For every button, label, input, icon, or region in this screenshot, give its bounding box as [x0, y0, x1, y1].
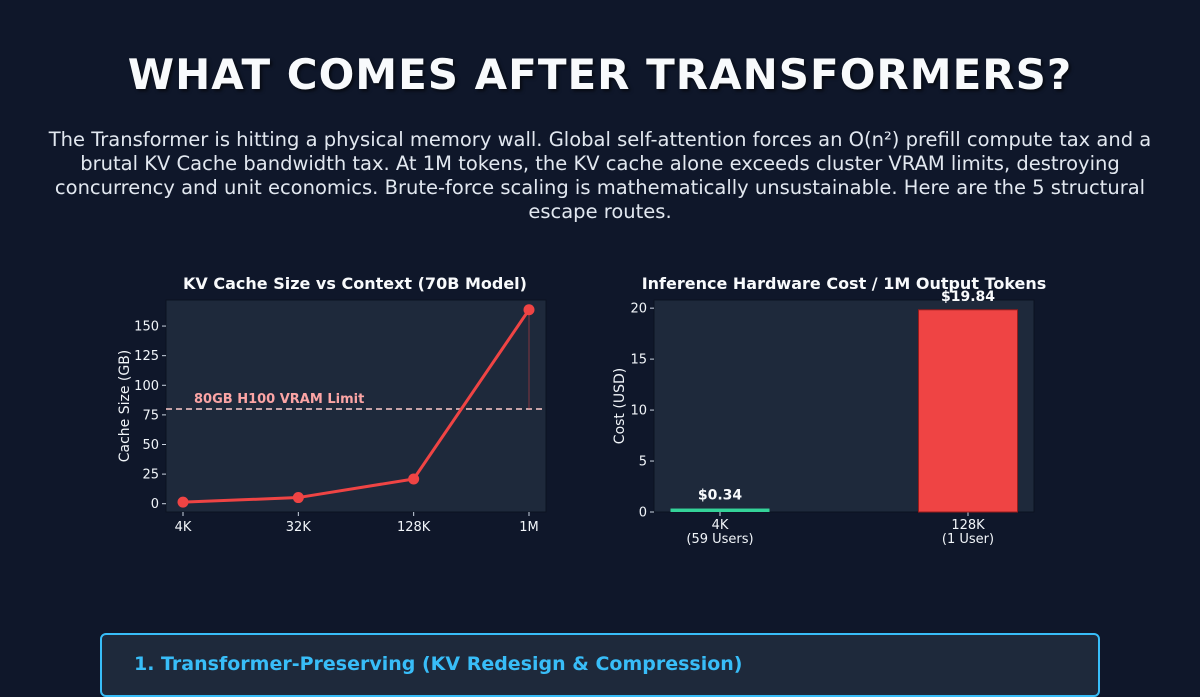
bar-value-label: $19.84	[941, 289, 995, 305]
section-card-transformer-preserving: 1. Transformer-Preserving (KV Redesign &…	[100, 633, 1100, 697]
kv-cache-line-chart: KV Cache Size vs Context (70B Model) 0 25…	[117, 274, 547, 535]
data-point-128k	[408, 473, 420, 485]
x-tick-label: (59 Users)	[686, 532, 753, 547]
x-tick-label: 128K	[397, 520, 431, 535]
bar-4k	[670, 508, 770, 512]
y-tick-label: 15	[630, 353, 647, 368]
section-title: 1. Transformer-Preserving (KV Redesign &…	[134, 653, 743, 675]
x-tick-label: (1 User)	[942, 532, 994, 547]
y-tick-label: 0	[151, 497, 159, 512]
y-tick-label: 125	[134, 349, 159, 364]
y-tick-label: 20	[630, 302, 647, 317]
y-tick-label: 25	[142, 468, 159, 483]
chart-title: Inference Hardware Cost / 1M Output Toke…	[642, 274, 1047, 293]
vram-limit-label: 80GB H100 VRAM Limit	[194, 392, 364, 407]
chart-title: KV Cache Size vs Context (70B Model)	[183, 274, 527, 293]
data-point-4k	[177, 496, 189, 508]
x-tick-label: 32K	[286, 520, 312, 535]
x-tick-label: 4K	[712, 518, 729, 533]
data-point-1m	[523, 304, 535, 316]
bar-value-label: $0.34	[698, 488, 743, 504]
y-tick-label: 10	[630, 404, 647, 419]
data-point-32k	[292, 492, 304, 504]
y-tick-label: 150	[134, 320, 159, 335]
intro-paragraph: The Transformer is hitting a physical me…	[48, 128, 1152, 223]
inference-cost-bar-chart: Inference Hardware Cost / 1M Output Toke…	[612, 274, 1047, 547]
y-tick-label: 0	[639, 506, 647, 521]
y-tick-label: 100	[134, 379, 159, 394]
y-axis-label: Cost (USD)	[612, 368, 628, 444]
x-tick-label: 4K	[175, 520, 192, 535]
x-tick-label: 128K	[951, 518, 985, 533]
y-tick-label: 5	[639, 455, 647, 470]
kv-cache-series-line	[182, 308, 531, 504]
y-tick-label: 50	[142, 438, 159, 453]
bar-128k	[918, 309, 1018, 513]
x-tick-label: 1M	[519, 520, 539, 535]
y-axis-label: Cache Size (GB)	[117, 350, 133, 463]
page-title: WHAT COMES AFTER TRANSFORMERS?	[127, 50, 1073, 99]
plot-area	[165, 299, 547, 513]
y-tick-label: 75	[142, 408, 159, 423]
